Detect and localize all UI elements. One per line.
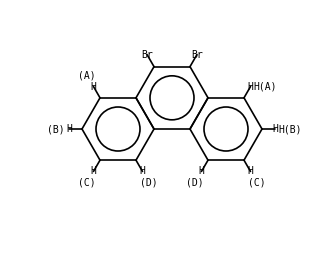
Text: H: H <box>199 166 204 176</box>
Text: H: H <box>140 166 145 176</box>
Text: Br: Br <box>141 50 153 60</box>
Text: (C): (C) <box>78 178 96 188</box>
Text: (A): (A) <box>78 70 96 80</box>
Text: (D): (D) <box>140 178 158 188</box>
Text: H: H <box>66 124 72 134</box>
Text: H: H <box>91 81 96 92</box>
Text: H: H <box>248 81 253 92</box>
Text: H(B): H(B) <box>278 124 301 134</box>
Text: H: H <box>272 124 278 134</box>
Text: H: H <box>91 166 96 176</box>
Text: Br: Br <box>191 50 203 60</box>
Text: H(A): H(A) <box>253 81 277 92</box>
Text: (B): (B) <box>47 124 65 134</box>
Text: H: H <box>248 166 253 176</box>
Text: (C): (C) <box>248 178 266 188</box>
Text: (D): (D) <box>186 178 204 188</box>
